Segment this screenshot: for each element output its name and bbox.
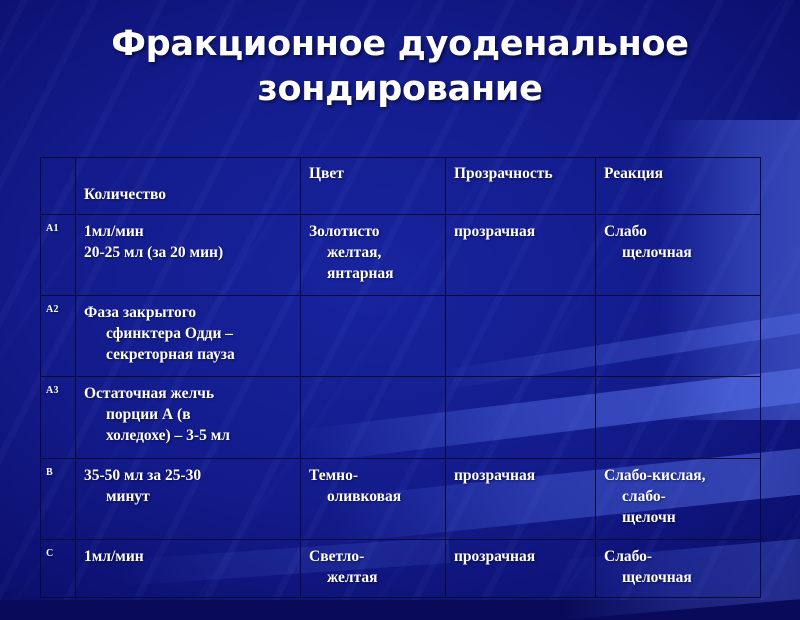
quantity-line-2: сфинктера Одди – [106,325,234,343]
cell-quantity: 35-50 мл за 25-30 минут [75,457,301,540]
cell-row-id: A3 [40,376,76,459]
header-cell-reaction: Реакция [595,156,761,216]
cell-row-id: C [40,538,76,599]
transparency-line-1: прозрачная [454,223,536,241]
color-text: Темно- оливковая [301,459,445,511]
quantity-text: 1мл/мин [76,540,300,571]
reaction-line-2: щелочная [622,244,692,262]
cell-reaction: Слабо- щелочная [595,538,761,599]
header-cell-row-id [40,156,76,216]
cell-row-id: A1 [40,214,76,297]
cell-color: Темно- оливковая [300,457,446,540]
cell-row-id: B [40,457,76,540]
table-header-row: Количество Цвет Прозрачность Реакция [40,156,761,216]
reaction-line-1: Слабо-кислая, [604,466,706,484]
header-cell-color: Цвет [300,156,446,216]
quantity-line-2: минут [106,487,150,505]
color-line-2: желтая, [327,244,382,262]
cell-quantity: Фаза закрытого сфинктера Одди – секретор… [75,295,301,378]
reaction-text: Слабо щелочная [596,215,760,267]
quantity-line-1: 1мл/мин [84,223,144,241]
table-row: A3 Остаточная желчь порции А (в холедохе… [40,376,761,459]
row-id-label: A3 [46,385,59,397]
bile-fractions-table: Количество Цвет Прозрачность Реакция A1 [40,156,761,599]
slide-title: Фракционное дуоденальное зондирование [111,24,689,109]
header-transparency-label: Прозрачность [454,165,553,182]
quantity-text: 1мл/мин 20-25 мл (за 20 мин) [76,215,300,267]
color-line-2: желтая [327,568,378,586]
color-line-3: янтарная [327,265,394,283]
reaction-text: Слабо-кислая, слабо- щелочн [596,459,760,532]
quantity-line-1: 35-50 мл за 25-30 [84,466,202,484]
color-text [301,296,445,306]
cell-transparency: прозрачная [445,538,596,599]
cell-transparency [445,376,596,459]
quantity-line-1: Фаза закрытого [84,304,197,322]
cell-quantity: Остаточная желчь порции А (в холедохе) –… [75,376,301,459]
quantity-line-1: 1мл/мин [84,547,144,565]
cell-row-id: A2 [40,295,76,378]
table-row: B 35-50 мл за 25-30 минут Темно- оливков… [40,457,761,540]
quantity-text: 35-50 мл за 25-30 минут [76,459,300,511]
quantity-text: Остаточная желчь порции А (в холедохе) –… [76,377,300,450]
header-row-id-label [41,158,75,168]
header-cell-quantity: Количество [75,156,301,216]
cell-color: Светло- желтая [300,538,446,599]
color-line-1: Золотисто [309,223,380,241]
row-id-label: A1 [46,223,59,235]
quantity-line-3: холедохе) – 3-5 мл [106,427,230,445]
quantity-line-1: Остаточная желчь [84,385,215,403]
cell-color [300,376,446,459]
quantity-text: Фаза закрытого сфинктера Одди – секретор… [76,296,300,369]
color-line-1: Светло- [309,547,365,565]
color-line-2: оливковая [327,487,402,505]
table-row: A1 1мл/мин 20-25 мл (за 20 мин) Золотист… [40,214,761,297]
table-row: A2 Фаза закрытого сфинктера Одди – секре… [40,295,761,378]
transparency-line-1: прозрачная [454,466,536,484]
cell-transparency: прозрачная [445,214,596,297]
transparency-text: прозрачная [446,540,595,571]
header-color-label: Цвет [309,165,344,182]
reaction-text [596,377,760,387]
quantity-line-3: секреторная пауза [106,346,235,364]
cell-color: Золотисто желтая, янтарная [300,214,446,297]
row-id-label: C [46,547,54,559]
reaction-line-2: щелочная [622,568,692,586]
cell-transparency: прозрачная [445,457,596,540]
reaction-line-3: щелочн [622,508,676,526]
reaction-line-2: слабо- [622,487,666,505]
quantity-line-2: порции А (в [106,406,191,424]
color-text: Светло- желтая [301,540,445,592]
transparency-line-1: прозрачная [454,547,536,565]
header-cell-transparency: Прозрачность [445,156,596,216]
cell-quantity: 1мл/мин 20-25 мл (за 20 мин) [75,214,301,297]
cell-reaction: Слабо-кислая, слабо- щелочн [595,457,761,540]
transparency-text: прозрачная [446,459,595,490]
reaction-text [596,296,760,306]
transparency-text [446,296,595,306]
header-quantity-label: Количество [84,186,166,203]
cell-reaction [595,376,761,459]
cell-reaction [595,295,761,378]
reaction-line-1: Слабо [604,223,647,241]
reaction-text: Слабо- щелочная [596,540,760,592]
header-reaction-label: Реакция [604,165,664,182]
row-id-label: A2 [46,304,59,316]
color-line-1: Темно- [309,466,359,484]
cell-quantity: 1мл/мин [75,538,301,599]
table-row: C 1мл/мин Светло- желтая прозрачная [40,538,761,599]
color-text [301,377,445,387]
cell-transparency [445,295,596,378]
row-id-label: B [46,466,53,478]
transparency-text [446,377,595,387]
transparency-text: прозрачная [446,215,595,246]
color-text: Золотисто желтая, янтарная [301,215,445,288]
cell-reaction: Слабо щелочная [595,214,761,297]
reaction-line-1: Слабо- [604,547,653,565]
cell-color [300,295,446,378]
bile-fractions-table-container: Количество Цвет Прозрачность Реакция A1 [40,156,761,599]
quantity-line-2: 20-25 мл (за 20 мин) [84,244,224,262]
